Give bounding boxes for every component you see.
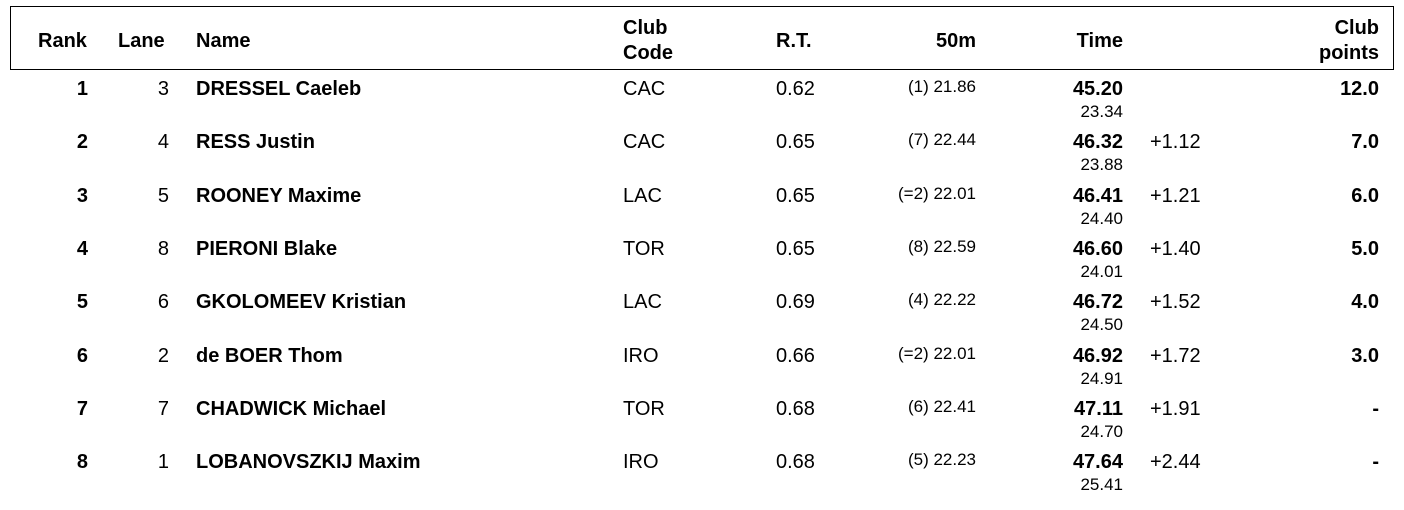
swimmer-name-cell: DRESSEL Caeleb: [196, 78, 362, 100]
swimmer-name-cell: CHADWICK Michael: [196, 397, 387, 420]
swimmer-name-cell: LOBANOVSZKIJ Maxim: [196, 451, 421, 474]
rank-cell: 6: [76, 344, 88, 367]
header-club-points-line2: points: [1319, 42, 1379, 64]
swimmer-name-cell: ROONEY Maxime: [196, 184, 362, 207]
club-code-cell: CAC: [623, 131, 666, 154]
header-name: Name: [196, 30, 251, 52]
club-code-cell: LAC: [623, 291, 662, 314]
second-split-cell: 25.41: [1080, 475, 1123, 495]
split-50m-cell: (=2) 22.01: [898, 183, 976, 203]
final-time-cell: 46.72: [1072, 291, 1123, 314]
header-rank: Rank: [38, 30, 87, 52]
reaction-time-cell: 0.62: [776, 78, 815, 100]
rank-cell: 8: [76, 451, 88, 474]
reaction-time-cell: 0.68: [776, 451, 815, 474]
second-split-cell: 23.88: [1080, 155, 1123, 175]
rank-cell: 7: [76, 397, 88, 420]
time-behind-cell: +1.40: [1150, 237, 1201, 260]
reaction-time-cell: 0.66: [776, 344, 815, 367]
lane-cell: 3: [157, 78, 169, 100]
reaction-time-cell: 0.65: [776, 131, 815, 154]
header-club-code-line2: Code: [623, 42, 673, 64]
final-time-cell: 46.92: [1072, 344, 1123, 367]
second-split-cell: 24.50: [1080, 315, 1123, 335]
final-time-cell: 47.11: [1074, 397, 1123, 420]
club-points-cell: 3.0: [1351, 344, 1379, 367]
final-time-cell: 46.41: [1072, 184, 1123, 207]
rank-cell: 5: [76, 291, 88, 314]
header-club-code-line1: Club: [623, 17, 668, 39]
final-time-cell: 46.60: [1072, 237, 1123, 260]
club-code-cell: IRO: [623, 451, 659, 474]
rank-cell: 4: [76, 237, 88, 260]
time-behind-cell: +1.91: [1150, 397, 1201, 420]
club-points-cell: 12.0: [1340, 78, 1379, 100]
split-50m-cell: (5) 22.23: [907, 450, 976, 470]
split-50m-cell: (6) 22.41: [907, 396, 976, 416]
club-code-cell: TOR: [623, 237, 665, 260]
header-club-points-line1: Club: [1334, 17, 1379, 39]
time-behind-cell: +1.21: [1150, 184, 1201, 207]
lane-cell: 5: [157, 184, 169, 207]
time-behind-cell: +2.44: [1150, 451, 1201, 474]
split-50m-cell: (1) 21.86: [907, 77, 976, 96]
table-header: [10, 6, 1394, 70]
time-behind-cell: +1.12: [1150, 131, 1201, 154]
rank-cell: 2: [76, 131, 88, 154]
split-50m-cell: (7) 22.44: [907, 130, 976, 150]
swimmer-name-cell: GKOLOMEEV Kristian: [196, 291, 407, 314]
lane-cell: 1: [157, 451, 169, 474]
swimmer-name-cell: RESS Justin: [196, 131, 315, 154]
reaction-time-cell: 0.65: [776, 237, 815, 260]
club-code-cell: IRO: [623, 344, 659, 367]
second-split-cell: 24.70: [1080, 421, 1123, 441]
split-50m-cell: (=2) 22.01: [898, 343, 976, 363]
header-lane: Lane: [118, 30, 165, 52]
second-split-cell: 23.34: [1080, 102, 1123, 121]
split-50m-cell: (8) 22.59: [907, 236, 976, 256]
reaction-time-cell: 0.65: [776, 184, 815, 207]
club-points-cell: -: [1372, 451, 1379, 474]
lane-cell: 7: [157, 397, 169, 420]
club-code-cell: LAC: [623, 184, 662, 207]
final-time-cell: 46.32: [1072, 131, 1123, 154]
final-time-cell: 47.64: [1072, 451, 1123, 474]
club-code-cell: CAC: [623, 78, 666, 100]
lane-cell: 4: [157, 131, 169, 154]
split-50m-cell: (4) 22.22: [907, 290, 976, 310]
swimmer-name-cell: PIERONI Blake: [196, 237, 338, 260]
reaction-time-cell: 0.69: [776, 291, 815, 314]
second-split-cell: 24.01: [1080, 261, 1123, 281]
club-code-cell: TOR: [623, 397, 665, 420]
lane-cell: 8: [157, 237, 169, 260]
club-points-cell: 4.0: [1351, 291, 1379, 314]
club-points-cell: -: [1372, 397, 1379, 420]
swimmer-name-cell: de BOER Thom: [196, 344, 343, 367]
second-split-cell: 24.91: [1080, 368, 1123, 388]
header-split: 50m: [935, 30, 976, 52]
header-time: Time: [1076, 30, 1123, 52]
lane-cell: 2: [157, 344, 169, 367]
time-behind-cell: +1.72: [1150, 344, 1201, 367]
rank-cell: 1: [76, 78, 88, 100]
final-time-cell: 45.20: [1072, 78, 1123, 100]
lane-cell: 6: [157, 291, 169, 314]
club-points-cell: 6.0: [1351, 184, 1379, 207]
rank-cell: 3: [76, 184, 88, 207]
club-points-cell: 7.0: [1351, 131, 1379, 154]
reaction-time-cell: 0.68: [776, 397, 815, 420]
time-behind-cell: +1.52: [1150, 291, 1201, 314]
second-split-cell: 24.40: [1080, 208, 1123, 228]
header-rt: R.T.: [776, 30, 812, 52]
club-points-cell: 5.0: [1351, 237, 1379, 260]
